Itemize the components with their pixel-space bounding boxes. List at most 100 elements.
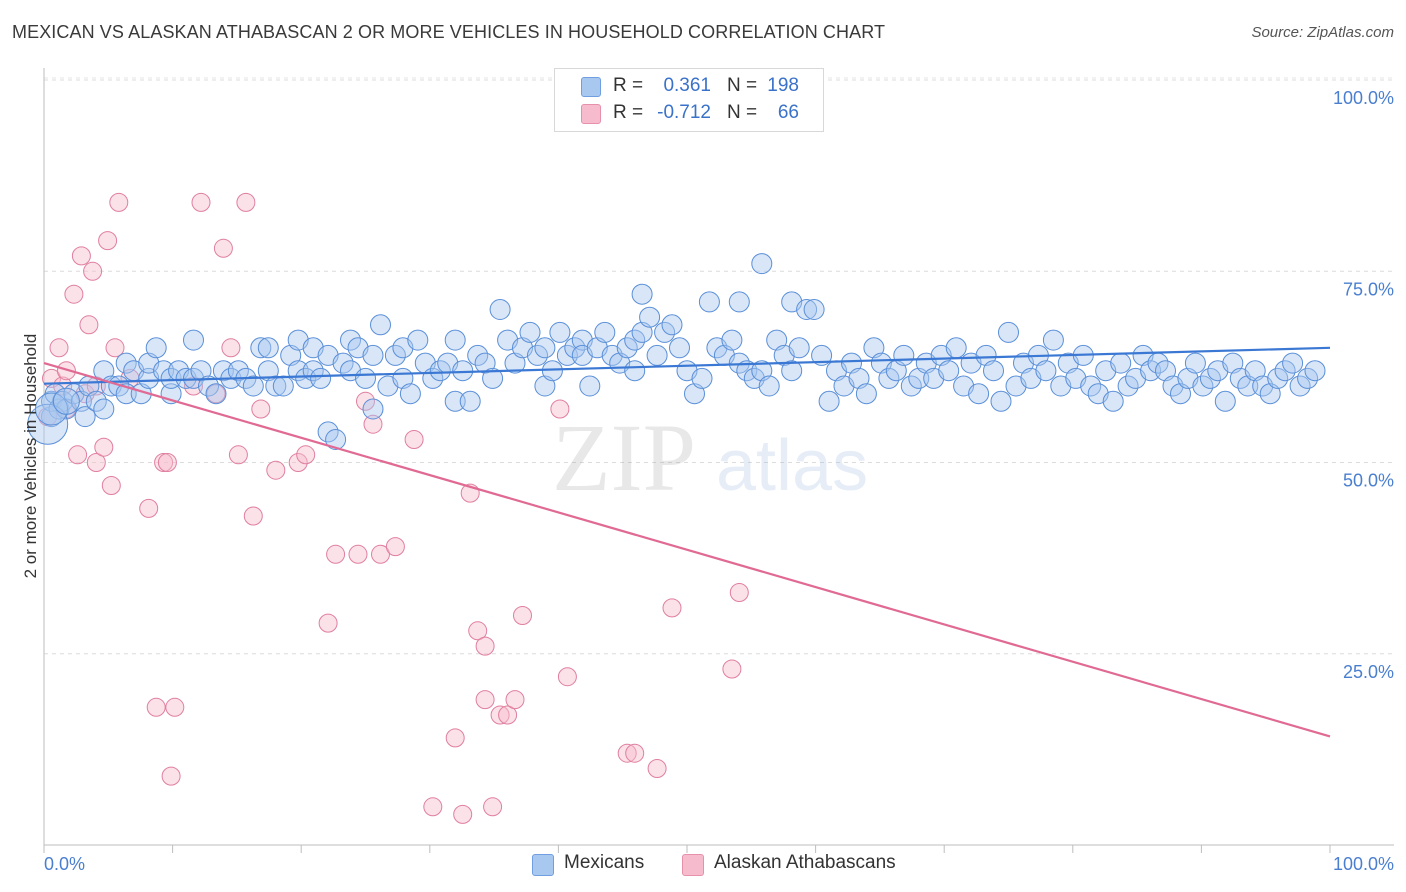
data-point	[212, 360, 234, 382]
data-point	[257, 337, 279, 359]
data-point	[662, 598, 682, 618]
data-point	[444, 329, 466, 351]
alaskan-swatch	[682, 854, 704, 876]
data-point	[579, 375, 601, 397]
data-point	[318, 613, 338, 633]
data-point	[519, 321, 541, 343]
legend-n-value: 66	[777, 102, 799, 123]
data-point	[624, 360, 646, 382]
data-point	[348, 544, 368, 564]
data-point	[983, 360, 1004, 382]
data-point-cluster	[35, 392, 68, 426]
watermark-zip: ZIP	[552, 404, 696, 511]
data-point	[900, 375, 922, 397]
data-point	[296, 445, 316, 465]
data-point	[198, 375, 219, 397]
data-point	[758, 375, 780, 397]
data-point	[243, 506, 263, 526]
data-point	[504, 352, 526, 374]
data-point	[49, 338, 69, 358]
data-point	[968, 383, 990, 405]
data-point	[475, 690, 495, 710]
data-point	[624, 329, 646, 351]
data-point	[423, 797, 443, 817]
data-point	[236, 192, 256, 212]
data-point	[74, 406, 96, 428]
data-point-cluster	[52, 387, 80, 415]
data-point	[101, 476, 121, 495]
data-point	[157, 453, 177, 472]
data-point	[722, 659, 742, 679]
data-point	[1289, 375, 1311, 397]
data-point	[362, 398, 384, 420]
data-point	[1304, 360, 1326, 382]
data-point	[468, 621, 488, 641]
data-point	[1297, 367, 1319, 389]
data-point	[513, 606, 532, 625]
data-point	[280, 344, 302, 366]
data-point	[325, 429, 347, 450]
data-point	[661, 314, 683, 336]
data-point	[751, 360, 773, 382]
data-point	[990, 390, 1012, 412]
data-point	[399, 383, 421, 405]
data-point	[848, 367, 870, 389]
alaskan-athabascan-points	[38, 192, 749, 824]
y-axis-label: 2 or more Vehicles in Household	[21, 334, 40, 579]
y-tick-label: 50.0%	[1343, 471, 1394, 491]
data-point	[83, 261, 103, 281]
data-point	[1184, 352, 1206, 374]
data-point	[356, 391, 375, 411]
data-point	[483, 797, 503, 817]
data-point	[557, 667, 577, 687]
data-point	[165, 697, 185, 717]
data-point	[998, 321, 1019, 343]
mexicans-swatch	[532, 854, 554, 876]
data-point	[444, 390, 466, 412]
data-point	[340, 329, 361, 351]
data-point	[1140, 360, 1162, 382]
data-point	[482, 367, 504, 389]
data-point	[527, 344, 548, 366]
data-point	[257, 360, 279, 382]
data-point	[490, 705, 510, 725]
data-point	[1267, 367, 1289, 389]
data-point	[71, 246, 91, 266]
data-point	[564, 337, 586, 359]
data-point	[594, 321, 616, 343]
data-point	[549, 321, 571, 343]
data-point	[190, 360, 212, 382]
data-point	[105, 338, 125, 358]
x-tick-left: 0.0%	[44, 854, 85, 874]
data-point	[146, 697, 166, 717]
data-point	[404, 430, 424, 449]
watermark-atlas: atlas	[716, 426, 868, 506]
legend-swatch-alaskan	[581, 104, 601, 124]
data-point	[79, 315, 99, 335]
data-point	[93, 398, 115, 420]
data-point	[818, 390, 840, 412]
data-point	[1259, 383, 1281, 405]
data-point	[1080, 375, 1102, 397]
data-point	[183, 329, 204, 351]
data-point	[355, 367, 376, 389]
data-point	[639, 306, 661, 328]
legend-r-label: R =	[613, 75, 644, 96]
data-point	[721, 329, 743, 351]
y-tick-label: 100.0%	[1333, 88, 1394, 108]
mexicans-trend-line	[43, 346, 1331, 385]
data-point	[729, 583, 749, 602]
correlation-legend: R = 0.361 N = 198 R = -0.712 N = 66	[554, 68, 824, 132]
mexican-points	[27, 253, 1326, 450]
data-point	[370, 314, 391, 336]
data-point	[550, 399, 570, 419]
data-point	[227, 360, 249, 382]
mexicans-legend-label: Mexicans	[564, 852, 645, 873]
data-point	[213, 238, 233, 258]
data-point	[459, 390, 481, 412]
data-point	[452, 360, 474, 382]
legend-row-alaskan: R = -0.712 N = 66	[555, 101, 823, 127]
data-point	[534, 337, 556, 359]
data-point	[945, 337, 967, 359]
